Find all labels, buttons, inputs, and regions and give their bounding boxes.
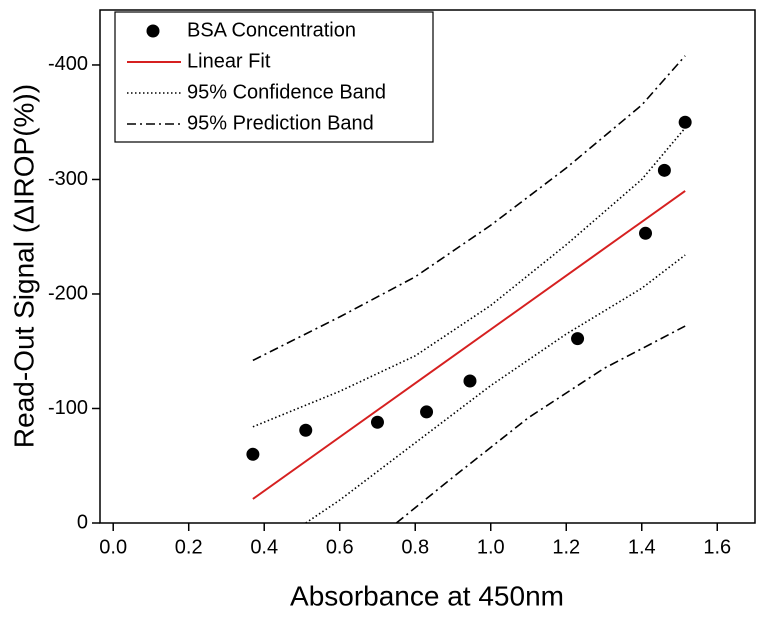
legend-label: 95% Prediction Band — [187, 112, 374, 134]
plot-frame — [99, 9, 756, 524]
data-point — [370, 415, 384, 429]
data-point — [299, 423, 313, 437]
y-tick-label: -100 — [48, 397, 88, 419]
x-tick-label: 1.4 — [628, 536, 656, 558]
x-tick-label: 1.6 — [703, 536, 731, 558]
y-tick-label: -400 — [48, 53, 88, 75]
x-tick-label: 0.2 — [175, 536, 203, 558]
data-point — [639, 226, 653, 240]
legend-box — [114, 11, 434, 143]
x-tick-label: 1.2 — [552, 536, 580, 558]
line — [252, 55, 686, 362]
data-point — [246, 447, 260, 461]
y-tick-label: 0 — [77, 511, 88, 533]
line — [252, 127, 686, 428]
x-tick-label: 0.8 — [401, 536, 429, 558]
x-tick-label: 0.4 — [250, 536, 278, 558]
legend-marker — [146, 24, 160, 38]
data-point — [657, 163, 671, 177]
x-axis-label: Absorbance at 450nm — [290, 580, 564, 611]
legend-label: BSA Concentration — [187, 19, 356, 41]
data-point — [420, 405, 434, 419]
legend-label: 95% Confidence Band — [187, 81, 386, 103]
x-tick-label: 0.6 — [326, 536, 354, 558]
x-tick-label: 1.0 — [477, 536, 505, 558]
data-point — [678, 115, 692, 129]
line — [252, 190, 686, 500]
line — [305, 254, 686, 524]
data-point — [463, 374, 477, 388]
y-tick-label: -200 — [48, 282, 88, 304]
y-axis-label: Read-Out Signal (ΔIROP(%)) — [8, 84, 39, 448]
legend-label: Linear Fit — [187, 50, 271, 72]
data-point — [571, 332, 585, 346]
y-tick-label: -300 — [48, 168, 88, 190]
line — [395, 325, 686, 524]
x-tick-label: 0.0 — [99, 536, 127, 558]
